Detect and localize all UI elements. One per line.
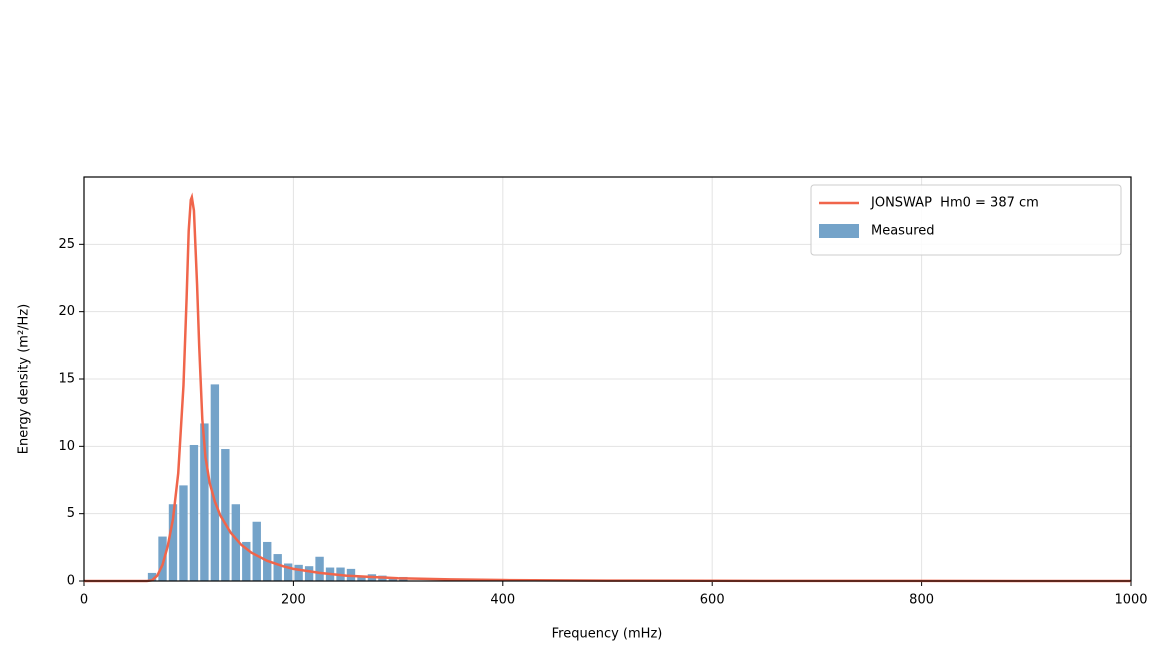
- bar: [315, 556, 324, 581]
- y-tick-label: 10: [58, 439, 75, 454]
- y-tick-label: 15: [58, 372, 75, 387]
- bar: [242, 541, 251, 581]
- bar: [273, 554, 282, 581]
- bar: [304, 566, 314, 581]
- x-tick-label: 0: [80, 593, 88, 608]
- line: [84, 192, 1132, 583]
- y-tick-label: 5: [67, 506, 75, 521]
- legend: JONSWAP Hm0 = 387 cm Measured: [810, 184, 1122, 256]
- x-tick-label: 200: [281, 593, 306, 608]
- bar: [231, 504, 241, 581]
- bar: [221, 449, 230, 581]
- y-tick-label: 25: [58, 237, 75, 252]
- y-tick-label: 0: [67, 574, 75, 589]
- legend-swatch: [819, 224, 859, 238]
- bar: [294, 564, 303, 581]
- y-axis-label: Energy density (m²/Hz): [17, 304, 32, 454]
- x-tick-label: 400: [490, 593, 515, 608]
- x-tick-label: 1000: [1114, 593, 1147, 608]
- legend-box: [810, 184, 1122, 256]
- bar: [168, 504, 178, 581]
- bar: [388, 578, 398, 581]
- bar: [189, 444, 199, 581]
- bar: [210, 384, 220, 581]
- plot-frame: [83, 176, 1132, 582]
- legend-label: Measured: [871, 224, 935, 239]
- bar: [357, 576, 366, 581]
- legend-label: JONSWAP Hm0 = 387 cm: [870, 196, 1039, 211]
- bar: [252, 521, 261, 581]
- bar: [283, 563, 293, 581]
- y-tick-label: 20: [58, 304, 75, 319]
- bar: [158, 536, 167, 581]
- bar: [179, 485, 188, 581]
- x-tick-label: 800: [909, 593, 934, 608]
- bar: [200, 423, 209, 581]
- x-axis-label: Frequency (mHz): [552, 627, 663, 642]
- bar: [147, 572, 157, 581]
- x-tick-label: 600: [700, 593, 725, 608]
